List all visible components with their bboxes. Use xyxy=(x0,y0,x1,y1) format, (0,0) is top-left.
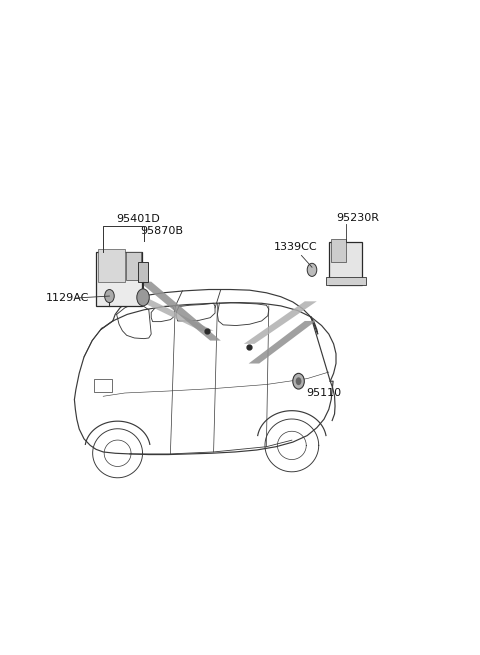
Circle shape xyxy=(137,289,149,306)
Circle shape xyxy=(105,290,114,303)
Text: 1129AC: 1129AC xyxy=(46,293,89,303)
Text: 95230R: 95230R xyxy=(336,213,379,223)
Bar xyxy=(326,277,366,285)
Bar xyxy=(96,252,142,306)
Polygon shape xyxy=(100,282,214,331)
Bar xyxy=(331,239,346,262)
Bar xyxy=(98,249,125,282)
Bar xyxy=(329,242,362,285)
Bar xyxy=(94,379,112,392)
Bar xyxy=(126,252,141,280)
Polygon shape xyxy=(139,282,221,341)
Circle shape xyxy=(296,377,301,385)
Circle shape xyxy=(293,373,304,389)
Polygon shape xyxy=(244,301,317,344)
Bar xyxy=(138,262,148,282)
Text: 95401D: 95401D xyxy=(117,214,160,224)
Text: 95870B: 95870B xyxy=(141,226,184,236)
Text: 95110: 95110 xyxy=(306,388,341,398)
Polygon shape xyxy=(249,321,316,364)
Circle shape xyxy=(307,263,317,276)
Text: 1339CC: 1339CC xyxy=(274,242,317,252)
